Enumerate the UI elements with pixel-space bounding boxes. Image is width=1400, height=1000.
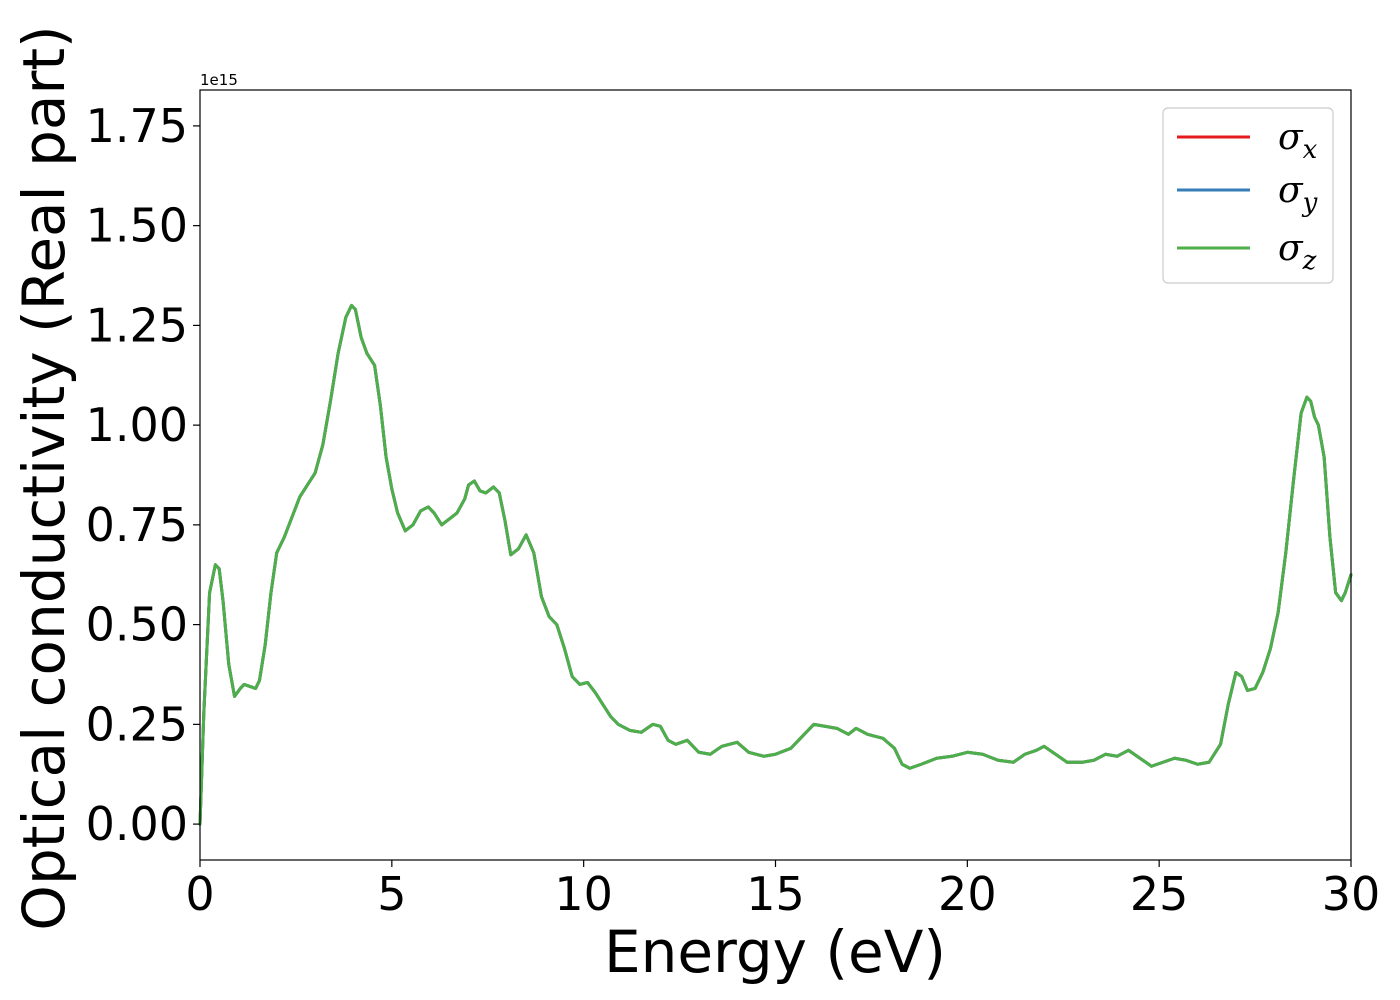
y-tick-label: 0.00 <box>86 797 188 851</box>
legend-label-y: σy <box>1278 170 1318 218</box>
legend-box <box>1162 107 1334 284</box>
legend: σx σy σz <box>1162 107 1334 284</box>
y-offset-label: 1e15 <box>200 71 238 89</box>
x-tick-label: 5 <box>377 867 406 921</box>
x-tick-label: 10 <box>554 867 613 921</box>
x-tick-label: 0 <box>185 867 214 921</box>
legend-label-x: σx <box>1278 117 1318 165</box>
y-axis-label: Optical conductivity (Real part) <box>10 25 78 930</box>
x-tick-label: 30 <box>1322 867 1381 921</box>
x-tick-label: 20 <box>938 867 997 921</box>
series-layer <box>198 303 1353 826</box>
y-axis-ticks: 0.00 0.25 0.50 0.75 1.00 1.25 1.50 1.75 <box>86 99 200 851</box>
y-tick-label: 1.75 <box>86 99 188 153</box>
x-axis-ticks: 0 5 10 15 20 25 30 <box>185 860 1380 921</box>
y-tick-label: 1.25 <box>86 298 188 352</box>
plot-area <box>200 90 1351 860</box>
x-tick-label: 25 <box>1130 867 1189 921</box>
legend-label-z: σz <box>1278 228 1317 276</box>
x-axis-label: Energy (eV) <box>604 918 946 986</box>
y-tick-label: 0.75 <box>86 498 188 552</box>
y-tick-label: 1.00 <box>86 398 188 452</box>
x-tick-label: 15 <box>746 867 805 921</box>
y-tick-label: 1.50 <box>86 199 188 253</box>
y-tick-label: 0.50 <box>86 598 188 652</box>
series-line-z <box>198 303 1353 826</box>
y-tick-label: 0.25 <box>86 697 188 751</box>
